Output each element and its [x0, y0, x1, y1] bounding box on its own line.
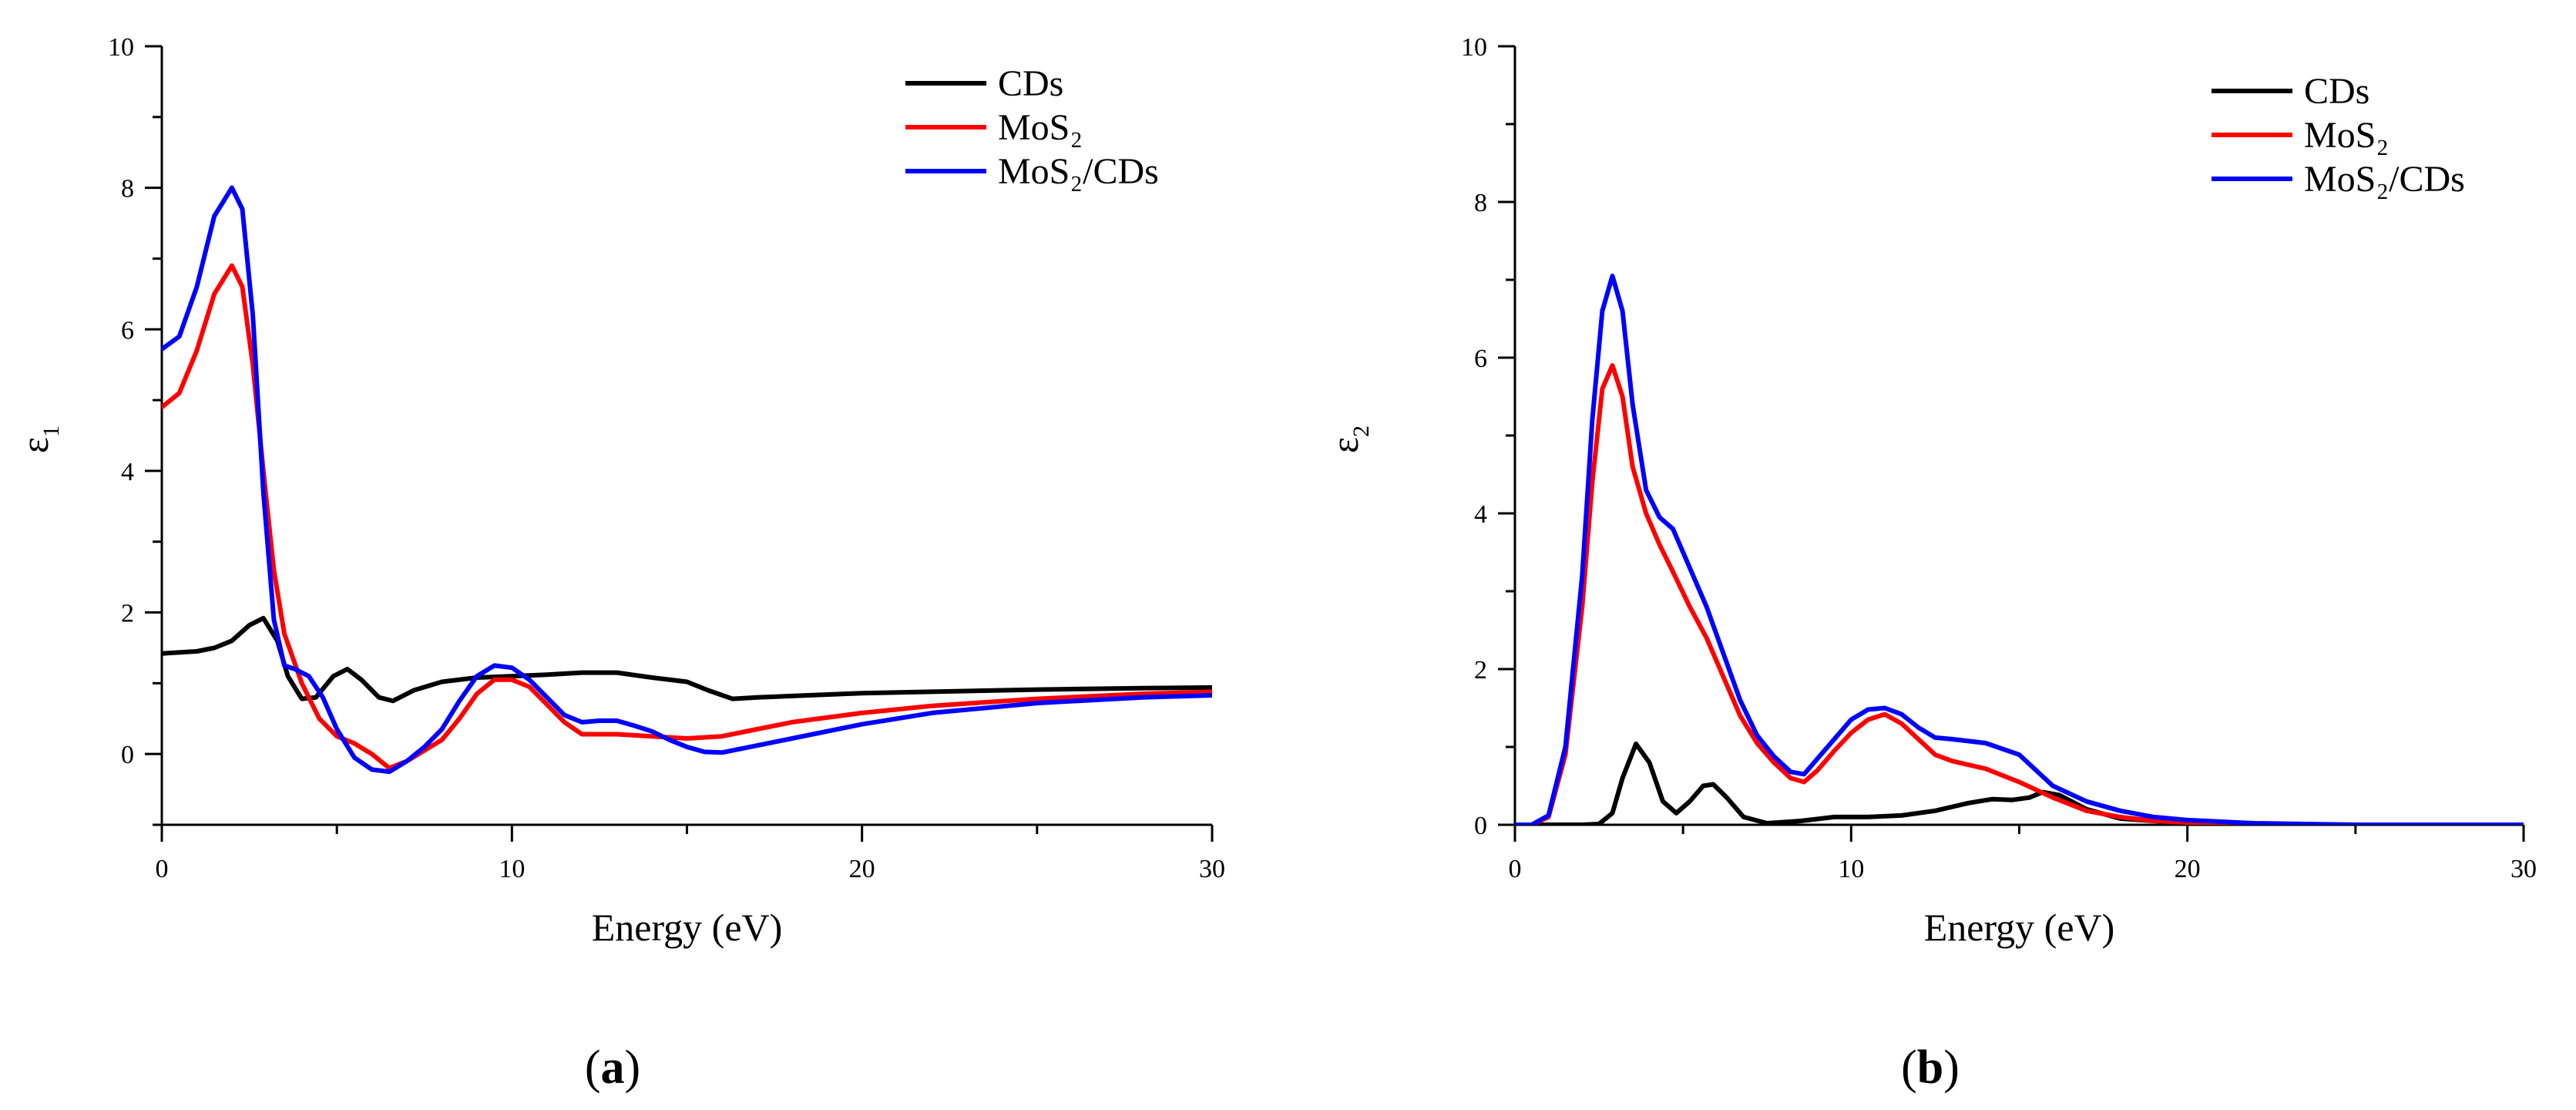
chart-panel-a: 0 10 20 30 0 2 4 6 8 10 Energy (eV) ε1 CDsMoS₂MoS₂/C…: [13, 33, 1225, 1094]
x-tick-label: 30: [2511, 855, 2537, 883]
panel-label: (a): [585, 1041, 640, 1094]
y-axis-title-subscript: 1: [39, 426, 64, 437]
y-axis-title-subscript: 2: [1348, 426, 1374, 437]
panel-label-letter: a: [601, 1041, 625, 1094]
y-axis-title: ε1: [13, 426, 64, 453]
x-axis-title: Energy (eV): [1924, 906, 2115, 949]
x-tick-label: 0: [156, 855, 169, 883]
y-tick-label: 4: [1474, 500, 1487, 529]
series-line-cds: [1515, 742, 2524, 825]
y-tick-label: 6: [121, 316, 134, 345]
x-tick-label: 0: [1509, 855, 1522, 883]
x-tick-label: 30: [1199, 855, 1225, 883]
y-axis-title-symbol: ε: [1323, 437, 1366, 453]
x-tick-label: 20: [2175, 855, 2201, 883]
series-line-mos-cds: [1515, 274, 2524, 825]
legend-label: MoS₂/CDs: [998, 151, 1159, 192]
x-tick-label: 20: [849, 855, 875, 883]
legend-label: CDs: [998, 63, 1063, 104]
series-group: [1515, 274, 2524, 825]
y-axis-title: ε2: [1323, 426, 1374, 453]
panel-label: (b): [1901, 1041, 1960, 1094]
y-tick-label: 10: [1461, 33, 1487, 62]
panel-label-open: (: [585, 1041, 601, 1094]
y-tick-label: 8: [1474, 189, 1487, 217]
y-tick-label: 10: [108, 33, 134, 62]
series-group: [162, 185, 1212, 775]
legend-label: MoS₂: [2304, 115, 2389, 156]
y-tick-label: 2: [1474, 656, 1487, 684]
y-tick-label: 4: [121, 458, 134, 486]
y-tick-label: 6: [1474, 345, 1487, 373]
y-tick-label: 0: [121, 741, 134, 769]
series-line-mos-: [1515, 363, 2524, 825]
legend-label: MoS₂: [998, 107, 1083, 148]
x-axis-title: Energy (eV): [592, 906, 783, 949]
panel-label-open: (: [1901, 1041, 1917, 1094]
panel-label-letter: b: [1917, 1041, 1943, 1094]
panel-label-close: ): [1943, 1041, 1960, 1094]
panel-label-close: ): [625, 1041, 641, 1094]
y-tick-label: 0: [1474, 812, 1487, 840]
legend-label: MoS₂/CDs: [2304, 159, 2465, 200]
x-tick-label: 10: [1838, 855, 1864, 883]
series-line-cds: [162, 615, 1212, 704]
y-tick-label: 2: [121, 600, 134, 628]
legend-label: CDs: [2304, 71, 2369, 112]
x-tick-label: 10: [499, 855, 525, 883]
series-line-mos-cds: [162, 185, 1212, 775]
y-tick-label: 8: [121, 175, 134, 204]
y-axis-title-symbol: ε: [13, 437, 56, 453]
